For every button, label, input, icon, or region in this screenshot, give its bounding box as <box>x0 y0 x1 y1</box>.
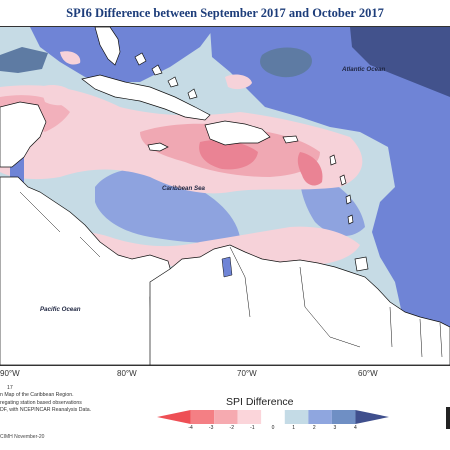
jamaica <box>147 142 169 152</box>
yucatan <box>0 101 47 168</box>
legend-color-segment <box>284 410 309 424</box>
label-atlantic-ocean: Atlantic Ocean <box>341 66 386 73</box>
map-description: 17 n Map of the Caribbean Region. regati… <box>0 385 91 415</box>
map-title: SPI6 Difference between September 2017 a… <box>66 6 384 20</box>
label-pacific-ocean: Pacific Ocean <box>40 306 81 313</box>
legend-tick-label: -3 <box>208 425 214 431</box>
lesser-antilles-3 <box>347 214 354 225</box>
slate-patch-n <box>260 47 312 78</box>
lake-maracaibo <box>221 256 233 278</box>
note-line: n Map of the Caribbean Region. <box>0 392 74 399</box>
legend-tick-label: 3 <box>333 425 337 431</box>
trinidad <box>354 256 369 272</box>
label-caribbean-sea: Caribbean Sea <box>162 185 206 192</box>
north-blue-region <box>30 27 215 82</box>
legend-colorbar <box>157 410 389 424</box>
legend-ticks: -4 -3 -2 -1 0 1 2 3 4 <box>157 425 389 435</box>
legend-tick-label: 4 <box>354 425 357 431</box>
legend-color-segment <box>331 410 356 424</box>
bahamas-4 <box>187 88 198 100</box>
lesser-antilles-2 <box>345 194 352 205</box>
note-line: 17 <box>7 385 13 391</box>
hispaniola <box>204 120 271 146</box>
spi-difference-map: Atlantic Ocean Caribbean Sea Pacific Oce… <box>0 27 450 365</box>
map-panel: Atlantic Ocean Caribbean Sea Pacific Oce… <box>0 26 450 366</box>
note-line: regating station based observations <box>0 399 82 406</box>
pink-atlantic-spot <box>225 74 252 90</box>
cuba <box>81 74 211 121</box>
legend-tick-label: -1 <box>250 425 255 431</box>
legend-color-segment <box>214 410 238 424</box>
bahamas-3 <box>167 76 179 88</box>
slate-patch-nw <box>0 47 48 73</box>
legend-color-segment <box>261 410 285 424</box>
legend-tick-label: 1 <box>292 425 295 431</box>
mid-blue-caribbean <box>95 168 240 243</box>
longitude-axis: 90°W 80°W 70°W 60°W <box>0 369 450 383</box>
legend-tick-label: 0 <box>271 425 275 431</box>
lesser-antilles-4 <box>329 154 337 166</box>
legend-color-segment <box>157 410 191 424</box>
slate-patch-ne <box>350 27 450 97</box>
legend-title: SPI Difference <box>226 396 294 408</box>
longitude-label: 70°W <box>237 369 257 378</box>
longitude-label: 60°W <box>358 369 378 378</box>
legend-color-segment <box>355 410 389 424</box>
country-borders <box>19 191 443 358</box>
legend-tick-label: 2 <box>312 425 316 431</box>
longitude-label: 90°W <box>0 369 20 378</box>
atlantic-blue-region <box>210 27 450 365</box>
lesser-antilles <box>339 174 347 186</box>
puerto-rico <box>282 135 299 144</box>
red-core-hispaniola <box>199 140 258 170</box>
frame-corner <box>446 407 450 429</box>
legend-tick-label: -4 <box>188 425 193 431</box>
legend-tick-label: -2 <box>229 425 234 431</box>
source-stamp: CIMH November-20 <box>0 434 45 440</box>
pink-spot-florida <box>60 51 81 65</box>
bahamas-1 <box>134 52 147 66</box>
florida <box>94 27 121 66</box>
note-line: DF, with NCEPINCAR Reanalysis Data. <box>0 407 92 414</box>
bahamas-2 <box>151 64 163 76</box>
legend-color-segment <box>237 410 262 424</box>
longitude-label: 80°W <box>117 369 137 378</box>
legend-color-segment <box>308 410 332 424</box>
legend-color-segment <box>190 410 215 424</box>
pink-spot-nw <box>40 85 75 106</box>
red-core-east <box>297 152 323 186</box>
